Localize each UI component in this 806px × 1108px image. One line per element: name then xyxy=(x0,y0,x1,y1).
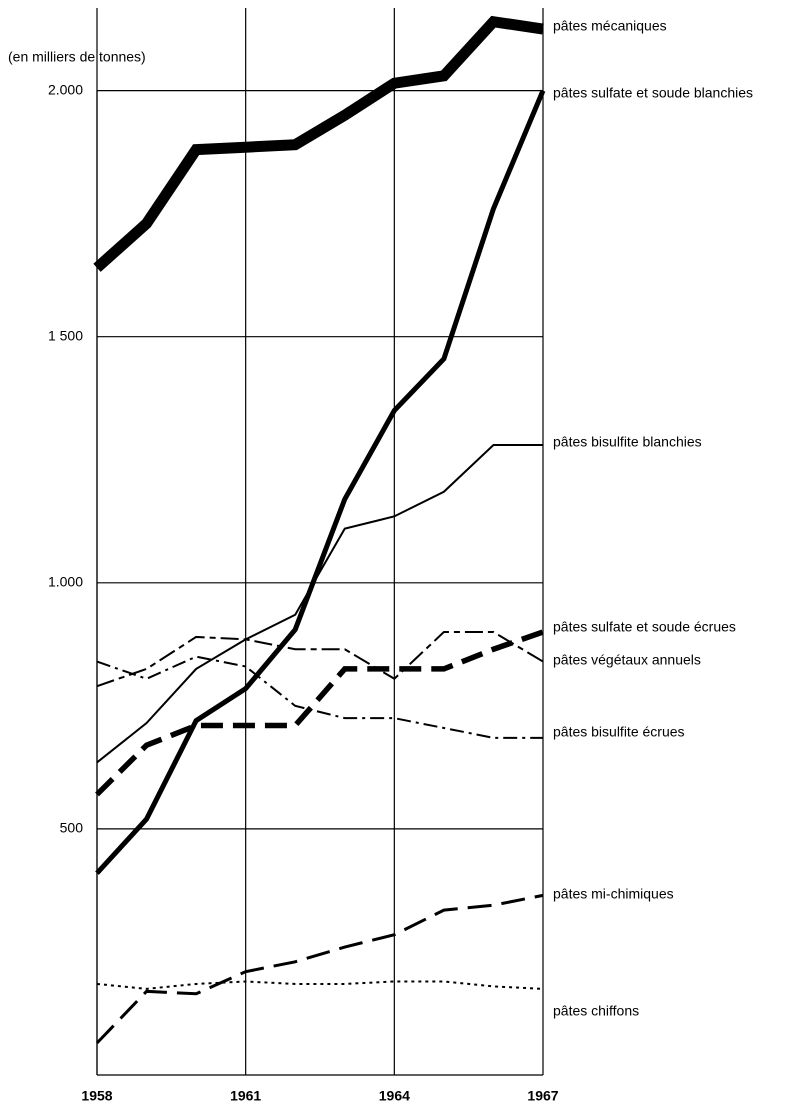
y-axis-label: (en milliers de tonnes) xyxy=(8,49,146,65)
series-line xyxy=(95,893,544,1045)
series-label: pâtes bisulfite blanchies xyxy=(553,434,702,450)
series-label: pâtes mi-chimiques xyxy=(553,886,674,902)
series-label: pâtes mécaniques xyxy=(553,18,667,34)
series-line xyxy=(95,89,546,875)
series-line xyxy=(96,980,544,990)
series-line xyxy=(96,443,543,764)
y-tick-label: 1.000 xyxy=(48,574,83,590)
x-tick-label: 1967 xyxy=(527,1088,558,1104)
x-tick-label: 1964 xyxy=(379,1088,410,1104)
series-label: pâtes végétaux annuels xyxy=(553,652,701,668)
y-tick-label: 500 xyxy=(60,820,84,836)
series-label: pâtes sulfate et soude blanchies xyxy=(553,85,753,101)
series-label: pâtes sulfate et soude écrues xyxy=(553,619,736,635)
x-tick-label: 1961 xyxy=(230,1088,261,1104)
x-tick-label: 1958 xyxy=(81,1088,112,1104)
y-tick-label: 1 500 xyxy=(48,327,83,343)
series-line xyxy=(96,655,543,739)
series-line xyxy=(93,15,544,272)
series-line xyxy=(95,629,544,797)
series-label: pâtes bisulfite écrues xyxy=(553,724,685,740)
series-label: pâtes chiffons xyxy=(553,1003,639,1019)
y-tick-label: 2.000 xyxy=(48,81,83,97)
series-line xyxy=(96,631,544,688)
